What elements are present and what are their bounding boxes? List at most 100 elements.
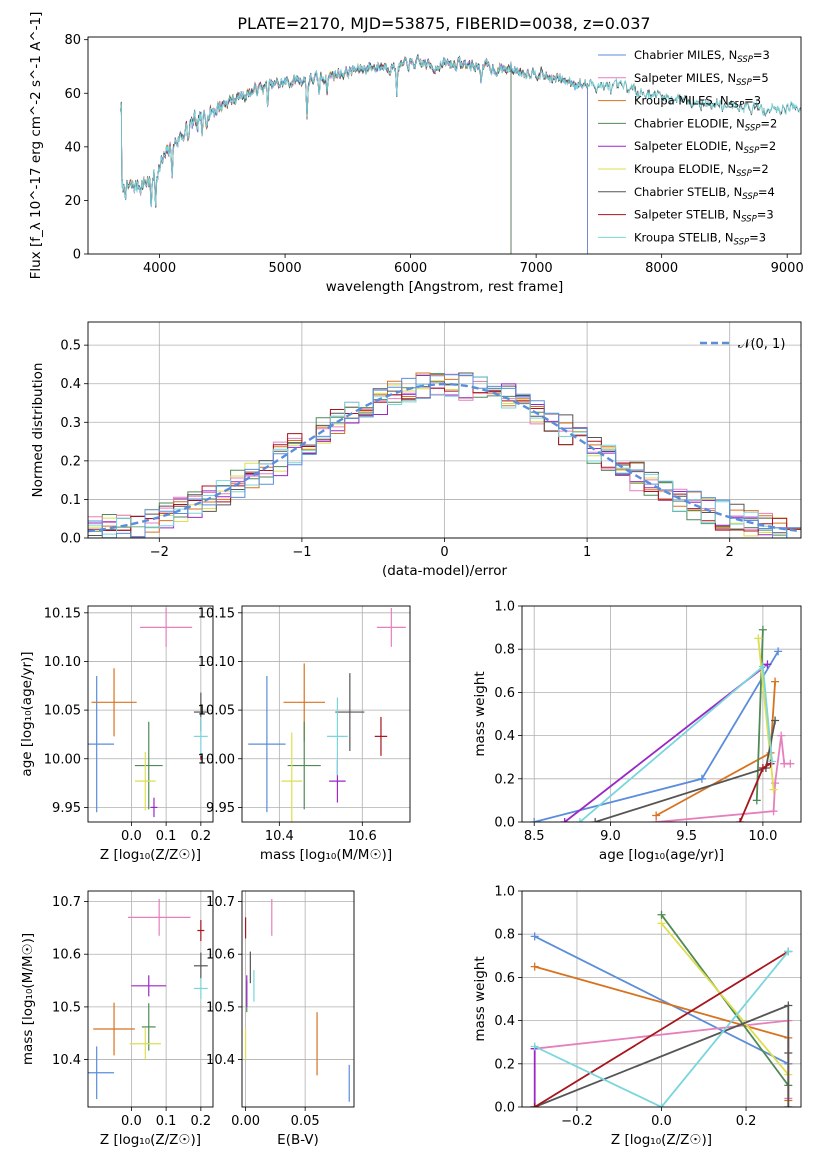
mass_weight_vs_age-marker [575,818,584,822]
age_vs_mass-ytick-label: 10.00 [198,752,235,767]
mass_weight_vs_Z-marker [530,1042,539,1051]
legend-label-count: =3 [753,48,770,62]
legend-label: Salpeter MILES, NSSP=5 [634,71,769,88]
mass_weight_vs_age-marker [769,807,778,816]
age_vs_Z-ytick-label: 9.95 [52,801,81,816]
mass_weight_vs_Z-ytick-label: 0.0 [494,1101,515,1116]
legend-label: Salpeter ELODIE, NSSP=2 [634,139,776,156]
legend-label-sub: SSP [741,215,757,225]
age_vs_Z-ylabel: age [log₁₀(age/yr)] [19,651,35,776]
mass_weight_vs_age-series-line [579,664,773,822]
mass_weight_vs_age-marker [771,716,780,725]
mass_vs_Z-axes: 0.0 0.1 0.2 10.4 10.5 10.6 10.7 Z [log₁₀(Z/Z☉)]… [20,891,213,1148]
legend-label-sub: SSP [737,55,753,65]
mass_weight_vs_Z-ytick-label: 0.4 [494,1014,515,1029]
mass_vs_Z-xtick-label: 0.0 [121,1114,142,1129]
spectrum-series-line [120,54,588,254]
mass_weight_vs_age-ytick-label: 0.6 [494,686,515,701]
mass_weight_vs_Z-ytick-label: 0.8 [494,928,515,943]
mass_vs_EBV-ytick-label: 10.4 [206,1053,235,1068]
mass_weight_vs_Z-ytick-label: 1.0 [494,885,515,900]
legend-label-sub: SSP [744,146,760,156]
mass_weight_vs_age-marker [769,785,778,794]
mass_vs_EBV-ytick-label: 10.7 [206,895,235,910]
mass_weight_vs_age-ytick-label: 1.0 [494,600,515,615]
legend-label: 𝒩(0, 1) [738,337,785,352]
legend-label-main: Salpeter MILES, N [634,71,736,85]
spectrum-xtick-label: 9000 [771,261,804,276]
mass_weight_vs_Z-frame [521,890,802,1108]
mass_vs_Z-xtick-label: 0.2 [191,1114,212,1129]
legend-label: Chabrier ELODIE, NSSP=2 [634,116,777,133]
legend-label-main: Kroupa MILES, N [634,94,729,108]
mass_vs_EBV-axes: 0.00 0.05 10.4 10.5 10.6 10.7 E(B-V) [206,891,354,1148]
mass_weight_vs_age-ytick-label: 0.2 [494,772,515,787]
mass_weight_vs_age-xlabel: age [log₁₀(age/yr)] [599,847,724,863]
mass_weight_vs_Z-marker [657,1103,666,1107]
legend-label-count: =3 [749,230,766,244]
mass_weight_vs_age-marker [530,818,539,822]
mass_vs_Z-ytick-label: 10.5 [52,1000,81,1015]
residuals-hist-series [88,373,801,538]
figure-title: PLATE=2170, MJD=53875, FIBERID=0038, z=0… [237,14,650,33]
mass_weight_vs_Z-series-line [534,935,789,1065]
mass_vs_Z-ytick-label: 10.4 [52,1053,81,1068]
spectrum-ylabel: Flux [f_λ 10^-17 erg cm^-2 s^-1 A^-1] [28,12,44,280]
mass_weight_vs_age-marker [771,677,780,686]
residuals-axes: −2 −1 0 1 2 0.0 0.1 0.2 0.3 0.4 0.5 (data-model)/er… [30,322,801,579]
spectrum-lines [120,54,801,254]
residuals-hist [88,372,801,538]
mass_weight_vs_age-marker [754,634,763,643]
legend-label-count: =5 [752,71,769,85]
mass_weight_vs_Z-marker [657,919,666,928]
mass_vs_Z-ytick-label: 10.6 [52,948,81,963]
legend-label: Chabrier MILES, NSSP=3 [634,48,770,65]
age_vs_mass-xtick-label: 10.6 [348,829,377,844]
residuals-ytick-label: 0.1 [60,493,81,508]
mass_weight_vs_age-ylabel: mass weight [472,671,488,756]
mass_weight_vs_age-frame [521,605,802,823]
spectrum-ytick-label: 20 [64,194,81,209]
mass_weight_vs_Z-marker [784,1049,793,1057]
mass_vs_Z-xlabel: Z [log₁₀(Z/Z☉)] [100,1132,201,1148]
residuals-ytick-label: 0.5 [60,339,81,354]
mass_weight_vs_Z-lines [530,910,793,1107]
mass_weight_vs_age-marker [736,818,745,822]
mass_vs_Z-points [88,898,208,1100]
mass_vs_EBV-ytick-label: 10.6 [206,948,235,963]
spectrum-xtick-label: 4000 [143,261,176,276]
age_vs_Z-ytick-label: 10.05 [44,704,81,719]
spectrum-xlabel: wavelength [Angstrom, rest frame] [326,279,564,295]
age_vs_Z-ytick-label: 10.00 [44,752,81,767]
spectrum-series-line [120,55,801,207]
residuals-frame [87,321,802,539]
legend-label-main: Kroupa STELIB, N [634,230,734,244]
spectrum-xtick-label: 7000 [520,261,553,276]
mass_weight_vs_age-marker [774,647,783,656]
mass_weight_vs_Z-marker [530,932,539,941]
mass_weight_vs_Z-marker [784,947,793,956]
mass_weight_vs_age-marker [763,660,772,669]
age_vs_mass-axes: 10.4 10.6 9.95 10.00 10.05 10.10 10.15 mass [lo… [198,606,410,863]
residuals-xtick-label: 0 [440,545,448,560]
mass_weight_vs_Z-xtick-label: 0.2 [736,1114,757,1129]
mass_weight_vs_Z-xtick-label: 0.0 [651,1114,672,1129]
age_vs_Z-xlabel: Z [log₁₀(Z/Z☉)] [100,847,201,863]
legend-label-sub: SSP [736,78,752,88]
mass_weight_vs_age-marker [560,818,569,822]
legend-label-count: =3 [744,94,761,108]
mass_weight_vs_Z-marker [530,1103,539,1107]
mass_vs_Z-ytick-label: 10.7 [52,895,81,910]
legend-label-main: Salpeter STELIB, N [634,208,741,222]
residuals-ytick-label: 0.2 [60,454,81,469]
age_vs_Z-frame [87,605,214,823]
spectrum-frame [87,36,802,255]
age_vs_Z-axes: 0.0 0.1 0.2 9.95 10.00 10.05 10.10 10.15 Z [log₁… [19,606,213,863]
mass_vs_EBV-points [244,898,350,1102]
mass_weight_vs_Z-series-line [660,922,789,1076]
mass_weight_vs_age-xtick-label: 9.0 [600,829,621,844]
age_vs_Z-xtick-label: 0.0 [121,829,142,844]
legend-label-count: =2 [752,162,769,176]
residuals-ytick-label: 0.0 [60,532,81,547]
